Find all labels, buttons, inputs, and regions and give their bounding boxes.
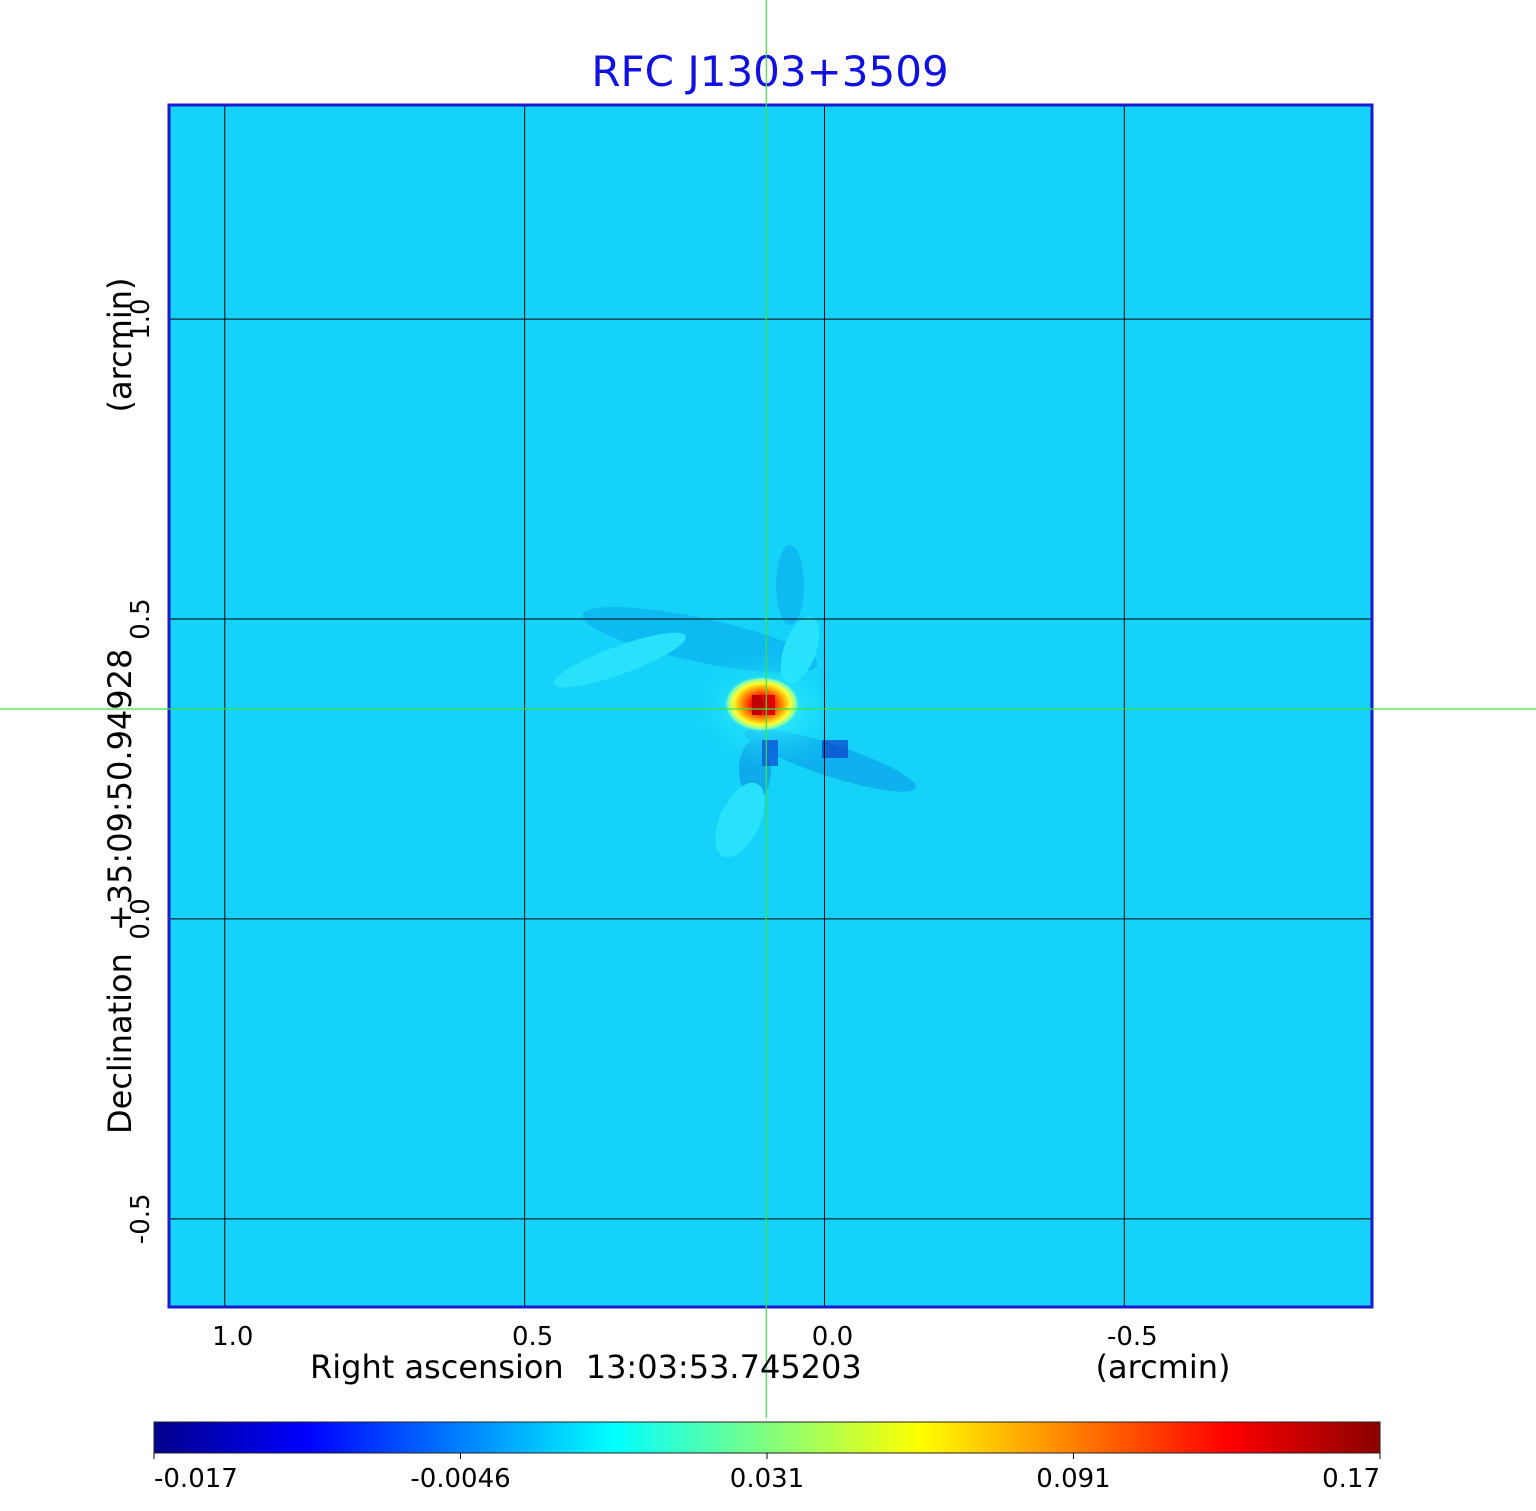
x-tick-label: 0.5 (512, 1322, 553, 1352)
x-axis-unit: (arcmin) (1096, 1348, 1231, 1386)
y-tick-label: -0.5 (126, 1193, 156, 1244)
crosshair (0, 0, 1536, 1418)
y-tick-label: 1.0 (126, 298, 156, 339)
x-tick-label: 1.0 (212, 1322, 253, 1352)
y-tick-label: 0.5 (126, 598, 156, 639)
coordinate-grid (169, 105, 1372, 1307)
map-frame (167, 103, 1374, 1309)
colorbar-tick-label: -0.017 (154, 1464, 238, 1494)
y-tick-label: 0.0 (126, 898, 156, 939)
x-tick-labels: 1.0 0.5 0.0 -0.5 (212, 1322, 1158, 1352)
colorbar-tick-labels: -0.017 -0.0046 0.031 0.091 0.17 (153, 1453, 1381, 1494)
x-axis-label-prefix: Right ascension (310, 1348, 564, 1386)
y-axis-label-prefix: Declination (101, 953, 139, 1134)
colorbar-tick-label: 0.031 (730, 1464, 804, 1494)
source-peak (683, 650, 853, 770)
colorbar (153, 1421, 1381, 1454)
chart-title: RFC J1303+3509 (591, 47, 948, 96)
colorbar-tick-label: 0.091 (1036, 1464, 1110, 1494)
y-axis-label-center: +35:09:50.94928 (101, 649, 139, 932)
y-axis-unit: (arcmin) (101, 278, 139, 413)
y-axis-label: Declination +35:09:50.94928 (101, 649, 139, 1134)
x-axis-label: Right ascension 13:03:53.745203 (310, 1348, 862, 1386)
colorbar-tick-label: 0.17 (1322, 1464, 1380, 1494)
x-axis-label-center: 13:03:53.745203 (586, 1348, 862, 1386)
x-tick-label: 0.0 (812, 1322, 853, 1352)
y-tick-labels: 1.0 0.5 0.0 -0.5 (126, 298, 156, 1244)
colorbar-tick-label: -0.0046 (410, 1464, 510, 1494)
x-tick-label: -0.5 (1107, 1322, 1158, 1352)
